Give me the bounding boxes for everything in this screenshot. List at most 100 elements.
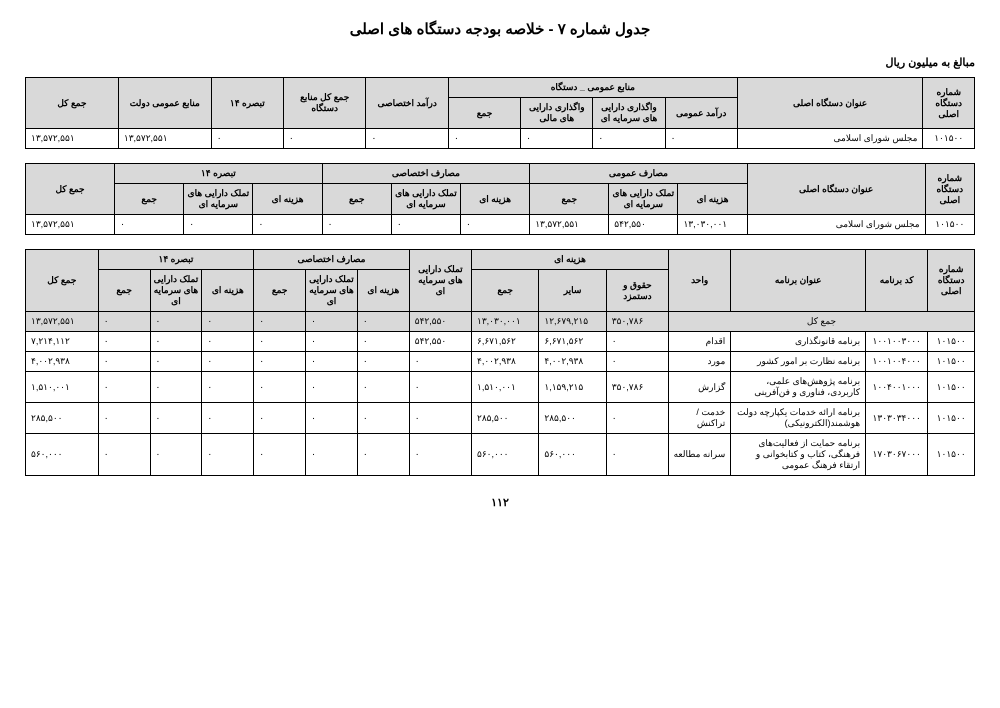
cell: ۰ [254,372,306,403]
cell: ۰ [150,403,202,434]
cell: ۲۸۵,۵۰۰ [471,403,538,434]
cell: ۰ [202,352,254,372]
col-capital: تملک دارایی های سرمایه ای [150,270,202,312]
col-sum: جمع [98,270,150,312]
cell: ۰ [357,403,409,434]
col-total-resources: جمع کل منابع دستگاه [283,78,366,129]
col-sum: جمع [322,184,391,215]
cell: ۰ [593,129,665,149]
cell: ۳۵۰,۷۸۶ [606,372,668,403]
cell: ۱۰۱۵۰۰ [928,352,975,372]
col-special-expenses: مصارف اختصاصی [322,164,530,184]
cell: ۰ [202,434,254,476]
col-cost: هزینه ای [678,184,747,215]
cell: ۵۶۰,۰۰۰ [26,434,99,476]
cell: ۰ [253,215,322,235]
cell: ۰ [254,312,306,332]
cell: ۰ [521,129,593,149]
cell: ۰ [283,129,366,149]
cell: ۰ [254,403,306,434]
cell: ۰ [98,332,150,352]
cell: ۰ [98,372,150,403]
cell: ۴,۰۰۲,۹۳۸ [539,352,606,372]
col-cost: هزینه ای [357,270,409,312]
table-row: ۱۰۱۵۰۰ مجلس شورای اسلامی ۰ ۰ ۰ ۰ ۰ ۰ ۰ ۱… [26,129,975,149]
cell: ۰ [665,129,737,149]
cell: ۱۳,۵۷۲,۵۵۱ [26,312,99,332]
cell: ۰ [150,434,202,476]
table-row: ۱۰۱۵۰۰۱۰۰۴۰۰۱۰۰۰برنامه پژوهش‌های علمی، ک… [26,372,975,403]
cell: ۰ [357,372,409,403]
col-code: شماره دستگاه اصلی [928,250,975,312]
col-gov-resources: منابع عمومی دولت [118,78,211,129]
col-note14: تبصره ۱۴ [98,250,254,270]
col-cost-group: هزینه ای [471,250,668,270]
sum-row: جمع کل ۳۵۰,۷۸۶ ۱۲,۶۷۹,۲۱۵ ۱۳,۰۳۰,۰۰۱ ۵۴۲… [26,312,975,332]
cell: ۵۶۰,۰۰۰ [471,434,538,476]
cell: ۱۳,۵۷۲,۵۵۱ [26,215,115,235]
cell: ۲۸۵,۵۰۰ [26,403,99,434]
cell: ۷,۲۱۴,۱۱۲ [26,332,99,352]
col-sum: جمع [471,270,538,312]
table-row: ۱۰۱۵۰۰۱۰۰۱۰۰۳۰۰۰برنامه قانونگذاریاقدام۰۶… [26,332,975,352]
cell: ۰ [357,312,409,332]
cell: ۰ [461,215,530,235]
cell: ۵۴۲,۵۵۰ [409,332,471,352]
col-cost: هزینه ای [253,184,322,215]
cell: ۰ [306,312,358,332]
cell-code: ۱۰۱۵۰۰ [923,129,975,149]
col-grand-total: جمع کل [26,250,99,312]
col-cost: هزینه ای [202,270,254,312]
cell: ۱۰۰۱۰۰۴۰۰۰ [866,352,928,372]
col-grand-total: جمع کل [26,78,119,129]
col-special-exp: مصارف اختصاصی [254,250,410,270]
cell: ۰ [366,129,449,149]
cell: ۰ [211,129,283,149]
cell: برنامه پژوهش‌های علمی، کاربردی، فناوری و… [731,372,866,403]
col-grand-total: جمع کل [26,164,115,215]
col-capital-assignment: واگذاری دارایی های سرمایه ای [593,98,665,129]
table-row: ۱۰۱۵۰۰۱۳۰۳۰۳۴۰۰۰برنامه ارائه خدمات یکپار… [26,403,975,434]
cell: ۱۳,۵۷۲,۵۵۱ [118,129,211,149]
col-special-income: درآمد اختصاصی [366,78,449,129]
cell: ۱۳,۵۷۲,۵۵۱ [26,129,119,149]
cell-sum-label: جمع کل [669,312,975,332]
col-code: شماره دستگاه اصلی [925,164,974,215]
cell: ۱۰۰۴۰۰۱۰۰۰ [866,372,928,403]
col-capital: تملک دارایی های سرمایه ای [184,184,253,215]
cell: ۰ [357,434,409,476]
table-row: ۱۰۱۵۰۰۱۰۰۱۰۰۴۰۰۰برنامه نظارت بر امور کشو… [26,352,975,372]
expenses-table: شماره دستگاه اصلی عنوان دستگاه اصلی مصار… [25,163,975,235]
cell: ۶,۶۷۱,۵۶۲ [539,332,606,352]
cell: ۰ [606,434,668,476]
col-org: عنوان دستگاه اصلی [747,164,925,215]
cell: ۰ [150,312,202,332]
col-general-income: درآمد عمومی [665,98,737,129]
col-sum: جمع [448,98,520,129]
cell: ۰ [606,332,668,352]
col-other: سایر [539,270,606,312]
cell: ۰ [150,332,202,352]
col-public-resources: منابع عمومی _ دستگاه [448,78,737,98]
cell: ۱۰۰۱۰۰۳۰۰۰ [866,332,928,352]
cell: ۰ [202,312,254,332]
cell: ۰ [391,215,460,235]
cell: ۰ [150,372,202,403]
col-pcode: کد برنامه [866,250,928,312]
cell: برنامه ارائه خدمات یکپارچه دولت هوشمند(ا… [731,403,866,434]
cell: ۰ [409,372,471,403]
col-sum: جمع [254,270,306,312]
col-note14: تبصره ۱۴ [211,78,283,129]
cell: ۱۰۱۵۰۰ [928,332,975,352]
cell: ۱,۵۱۰,۰۰۱ [471,372,538,403]
cell: ۰ [115,215,184,235]
col-ptitle: عنوان برنامه [731,250,866,312]
cell: اقدام [669,332,731,352]
cell: ۰ [184,215,253,235]
col-sum: جمع [530,184,609,215]
col-org: عنوان دستگاه اصلی [737,78,923,129]
cell: ۰ [306,352,358,372]
cell: ۰ [98,312,150,332]
cell: ۱,۱۵۹,۲۱۵ [539,372,606,403]
cell-org: مجلس شورای اسلامی [747,215,925,235]
